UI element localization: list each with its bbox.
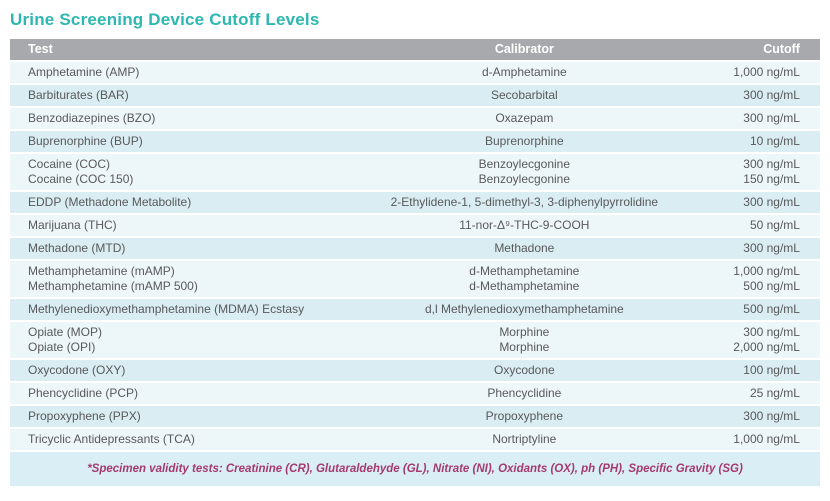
calibrator-cell: d-Methamphetamine d-Methamphetamine — [469, 264, 580, 293]
table-row: Benzodiazepines (BZO) Oxazepam 300 ng/mL — [10, 108, 820, 129]
cutoff-cell: 300 ng/mL 150 ng/mL — [743, 157, 800, 186]
table-row: Methadone (MTD) Methadone 300 ng/mL — [10, 238, 820, 259]
test-cell: EDDP (Methadone Metabolite) — [28, 195, 192, 209]
cutoff-cell: 1,000 ng/mL 500 ng/mL — [733, 264, 800, 293]
calibrator-cell: Benzoylecgonine Benzoylecgonine — [478, 157, 571, 186]
table-row: Barbiturates (BAR) Secobarbital 300 ng/mL — [10, 85, 820, 106]
test-cell: Cocaine (COC) Cocaine (COC 150) — [28, 157, 134, 186]
test-cell: Phencyclidine (PCP) — [28, 386, 139, 400]
specimen-validity-footnote: *Specimen validity tests: Creatinine (CR… — [87, 463, 743, 475]
cutoff-cell: 10 ng/mL — [749, 134, 800, 148]
cutoff-cell: 300 ng/mL — [743, 88, 800, 102]
test-cell: Tricyclic Antidepressants (TCA) — [28, 432, 195, 446]
test-cell: Propoxyphene (PPX) — [28, 409, 141, 423]
table-row: Methylenedioxymethamphetamine (MDMA) Ecs… — [10, 299, 820, 320]
test-cell: Oxycodone (OXY) — [28, 363, 126, 377]
test-cell: Methylenedioxymethamphetamine (MDMA) Ecs… — [28, 302, 305, 316]
table-row: Buprenorphine (BUP) Buprenorphine 10 ng/mL — [10, 131, 820, 152]
calibrator-cell: Propoxyphene — [485, 409, 564, 423]
test-cell: Opiate (MOP) Opiate (OPI) — [28, 325, 103, 354]
test-cell: Methadone (MTD) — [28, 241, 126, 255]
table-row: Amphetamine (AMP) d-Amphetamine 1,000 ng/m… — [10, 62, 820, 83]
table-row: Propoxyphene (PPX) Propoxyphene 300 ng/mL — [10, 406, 820, 427]
calibrator-cell: 11-nor-Δ⁹-THC-9-COOH — [459, 218, 590, 232]
column-header-cutoff: Cutoff — [763, 42, 800, 56]
column-header-test: Test — [28, 42, 53, 56]
table-row: Methamphetamine (mAMP) Methamphetamine (m… — [10, 261, 820, 297]
table-row: Oxycodone (OXY) Oxycodone 100 ng/mL — [10, 360, 820, 381]
cutoff-cell: 500 ng/mL — [743, 302, 800, 316]
table-row: Cocaine (COC) Cocaine (COC 150) Benzoylecg… — [10, 154, 820, 190]
table-header-row: Test Calibrator Cutoff — [10, 39, 820, 60]
test-cell: Methamphetamine (mAMP) Methamphetamine (m… — [28, 264, 198, 293]
cutoff-cell: 300 ng/mL 2,000 ng/mL — [733, 325, 800, 354]
cutoff-cell: 25 ng/mL — [749, 386, 800, 400]
table-row: Opiate (MOP) Opiate (OPI) Morphine Morphine… — [10, 322, 820, 358]
cutoff-cell: 1,000 ng/mL — [733, 432, 800, 446]
test-cell: Benzodiazepines (BZO) — [28, 111, 156, 125]
table-row: Marijuana (THC) 11-nor-Δ⁹-THC-9-COOH 50 ng… — [10, 215, 820, 236]
calibrator-cell: 2-Ethylidene-1, 5-dimethyl-3, 3-diphenyl… — [390, 195, 659, 209]
calibrator-cell: Phencyclidine — [487, 386, 562, 400]
calibrator-cell: Oxazepam — [495, 111, 554, 125]
cutoff-cell: 300 ng/mL — [743, 241, 800, 255]
cutoff-cell: 1,000 ng/mL — [733, 65, 800, 79]
calibrator-cell: d-Amphetamine — [481, 65, 567, 79]
cutoff-cell: 50 ng/mL — [749, 218, 800, 232]
calibrator-cell: Buprenorphine — [484, 134, 564, 148]
table-body: Amphetamine (AMP) d-Amphetamine 1,000 ng/m… — [10, 62, 820, 450]
test-cell: Amphetamine (AMP) — [28, 65, 140, 79]
cutoff-cell: 300 ng/mL — [743, 111, 800, 125]
calibrator-cell: Secobarbital — [490, 88, 558, 102]
calibrator-cell: Morphine Morphine — [499, 325, 550, 354]
calibrator-cell: Nortriptyline — [492, 432, 557, 446]
cutoff-levels-table: Test Calibrator Cutoff Amphetamine (AMP)… — [10, 39, 820, 486]
table-row: EDDP (Methadone Metabolite) 2-Ethylidene-… — [10, 192, 820, 213]
cutoff-cell: 100 ng/mL — [743, 363, 800, 377]
cutoff-cell: 300 ng/mL — [743, 409, 800, 423]
test-cell: Buprenorphine (BUP) — [28, 134, 143, 148]
footnote-band: *Specimen validity tests: Creatinine (CR… — [10, 452, 820, 486]
column-header-calibrator: Calibrator — [494, 42, 554, 56]
cutoff-cell: 300 ng/mL — [743, 195, 800, 209]
calibrator-cell: Oxycodone — [493, 363, 555, 377]
calibrator-cell: Methadone — [494, 241, 555, 255]
test-cell: Marijuana (THC) — [28, 218, 117, 232]
test-cell: Barbiturates (BAR) — [28, 88, 129, 102]
table-row: Phencyclidine (PCP) Phencyclidine 25 ng/mL — [10, 383, 820, 404]
page-title: Urine Screening Device Cutoff Levels — [10, 10, 320, 29]
table-row: Tricyclic Antidepressants (TCA) Nortripty… — [10, 429, 820, 450]
calibrator-cell: d,l Methylenedioxymethamphetamine — [424, 302, 624, 316]
